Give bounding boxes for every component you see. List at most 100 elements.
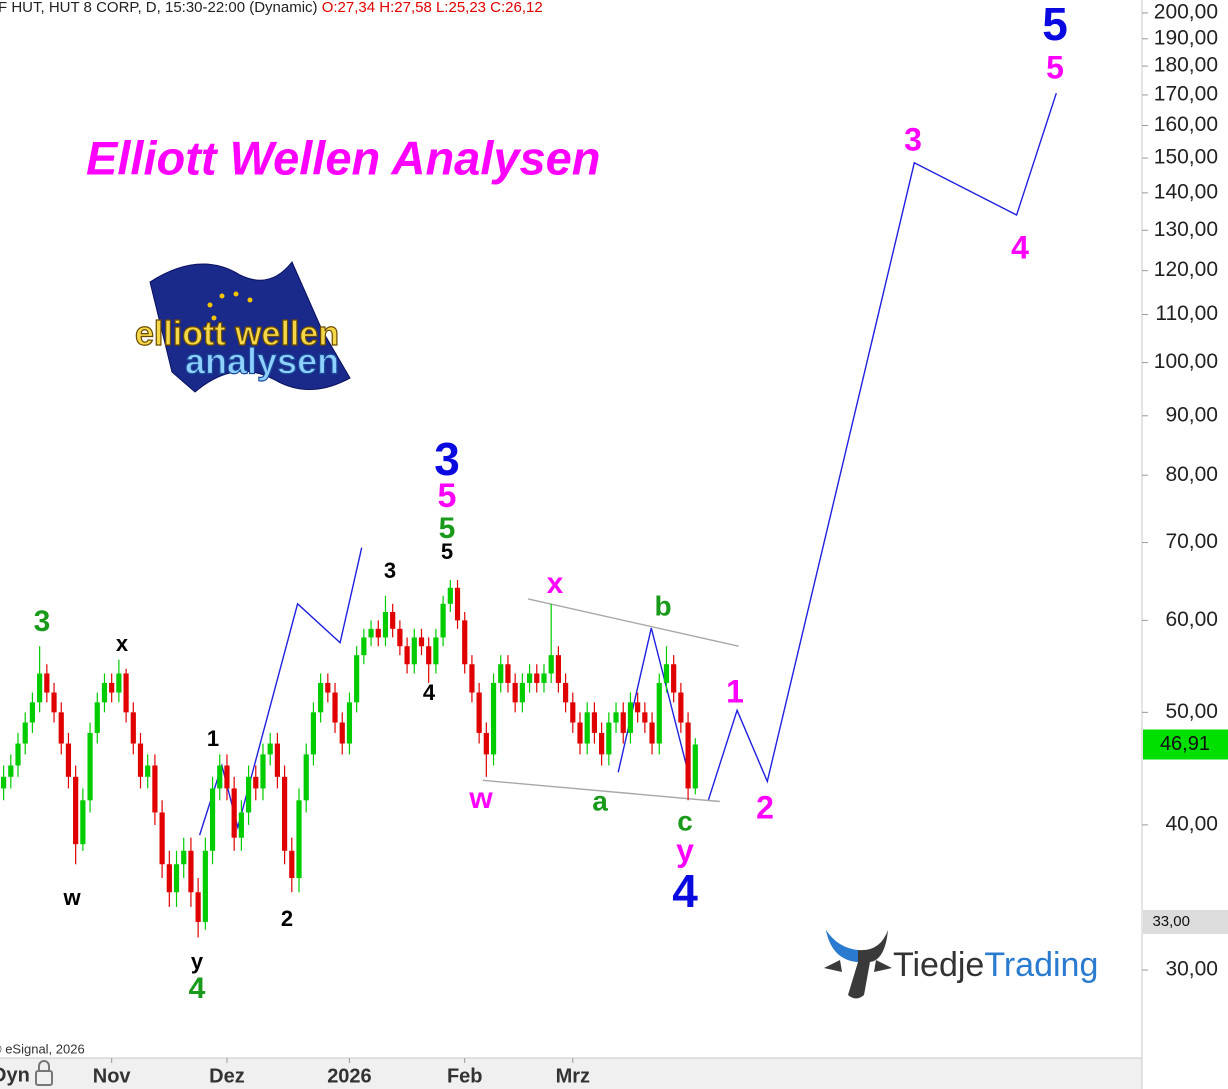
candle-body bbox=[159, 812, 165, 865]
wave-label: 1 bbox=[726, 673, 744, 709]
wave-label: 3 bbox=[904, 121, 922, 157]
candle-body bbox=[281, 776, 288, 851]
logo-tiedje: Tiedje bbox=[893, 946, 984, 984]
candle-body bbox=[397, 628, 403, 647]
price-axis: 200,00190,00180,00170,00160,00150,00140,… bbox=[93, 0, 1228, 1087]
candle-body bbox=[483, 732, 489, 755]
candle-body bbox=[591, 712, 598, 733]
candle-body bbox=[678, 692, 684, 723]
candle-body bbox=[663, 664, 670, 683]
candle-body bbox=[209, 788, 216, 851]
wave-label: 4 bbox=[189, 972, 206, 1005]
wave-label: a bbox=[592, 785, 608, 816]
last-price-box bbox=[1143, 729, 1228, 760]
candle-body bbox=[635, 702, 641, 713]
wave-label: 4 bbox=[423, 680, 436, 705]
candle-body bbox=[217, 765, 223, 789]
candle-body bbox=[145, 765, 151, 777]
candle-body bbox=[238, 812, 244, 838]
y-tick-label: 40,00 bbox=[1165, 812, 1218, 835]
candle-body bbox=[685, 722, 691, 789]
candle-body bbox=[346, 702, 353, 744]
candle-body bbox=[44, 673, 50, 693]
logo-text-1: elliott wellen bbox=[135, 315, 339, 353]
wave-label: 4 bbox=[672, 865, 698, 917]
header-ohlc: O:27,34 H:27,58 L:25,23 C:26,12 bbox=[322, 0, 543, 16]
candle-body bbox=[224, 765, 230, 789]
wave-label: 2 bbox=[756, 789, 774, 825]
candle-body bbox=[368, 628, 374, 638]
candle-body bbox=[548, 655, 554, 674]
candle-body bbox=[260, 754, 266, 789]
candle-body bbox=[289, 850, 295, 879]
wave-label: w bbox=[62, 885, 81, 910]
logo-trading: Trading bbox=[984, 946, 1098, 984]
last-price-label: 46,91 bbox=[1160, 733, 1210, 755]
candle-body bbox=[22, 722, 28, 744]
candle-body bbox=[555, 655, 561, 683]
y-tick-label: 200,00 bbox=[1154, 0, 1218, 23]
wave-label: y bbox=[191, 949, 204, 974]
candle-body bbox=[505, 664, 511, 683]
header: F HUT, HUT 8 CORP, D, 15:30-22:00 (Dynam… bbox=[0, 0, 543, 16]
wave-line bbox=[707, 92, 1057, 801]
copyright: © eSignal, 2026 bbox=[0, 1041, 85, 1056]
candle-body bbox=[656, 682, 662, 744]
candle-body bbox=[245, 776, 252, 813]
candle-body bbox=[332, 692, 338, 723]
candle-body bbox=[512, 682, 518, 703]
candle-body bbox=[65, 743, 72, 777]
candle-body bbox=[411, 637, 417, 665]
candle-body bbox=[361, 637, 367, 656]
candle-body bbox=[253, 776, 259, 789]
candle-body bbox=[123, 673, 129, 713]
candle-body bbox=[426, 646, 432, 665]
logo-text-2: analysen bbox=[185, 341, 339, 382]
candle-body bbox=[1, 776, 7, 789]
candle-body bbox=[51, 692, 57, 713]
candle-body bbox=[109, 682, 115, 693]
candle-body bbox=[627, 702, 634, 733]
candle-body bbox=[447, 587, 453, 604]
candle-body bbox=[671, 664, 677, 693]
y-tick-label: 30,00 bbox=[1165, 958, 1218, 981]
candle-body bbox=[642, 712, 648, 723]
x-tick-label: Dez bbox=[209, 1065, 245, 1087]
logo-ears bbox=[824, 960, 892, 972]
logo-bull bbox=[826, 930, 888, 999]
y-tick-label: 150,00 bbox=[1154, 146, 1218, 169]
wave-label: b bbox=[654, 590, 671, 621]
wave-label: w bbox=[468, 782, 493, 815]
candle-body bbox=[498, 664, 504, 683]
candle-body bbox=[526, 673, 533, 683]
candle-body bbox=[613, 712, 619, 723]
wave-line bbox=[527, 598, 739, 647]
y-tick-label: 190,00 bbox=[1154, 26, 1218, 49]
plot-area bbox=[1, 92, 1057, 938]
candle-body bbox=[80, 800, 86, 845]
candle-body bbox=[73, 776, 79, 845]
wave-label: c bbox=[677, 805, 693, 836]
y-tick-label: 50,00 bbox=[1165, 700, 1218, 723]
candle-body bbox=[339, 722, 345, 744]
price-marker-box bbox=[1143, 909, 1228, 934]
candle-body bbox=[418, 637, 425, 647]
candle-body bbox=[181, 850, 187, 865]
candle-body bbox=[202, 850, 208, 922]
y-tick-label: 70,00 bbox=[1165, 530, 1218, 553]
wave-label: 3 bbox=[34, 605, 51, 638]
candle-body bbox=[195, 892, 201, 922]
candle-body bbox=[649, 722, 655, 744]
y-tick-label: 130,00 bbox=[1154, 218, 1218, 241]
wave-label: 2 bbox=[281, 906, 293, 931]
logo-stars bbox=[207, 291, 253, 321]
y-tick-label: 100,00 bbox=[1154, 350, 1218, 373]
candle-body bbox=[541, 673, 547, 683]
candle-body bbox=[296, 800, 302, 879]
x-tick-label: Mrz bbox=[556, 1065, 590, 1087]
wave-label: 5 bbox=[1046, 49, 1064, 85]
candle-body bbox=[303, 754, 309, 801]
candle-body bbox=[440, 603, 446, 638]
candle-body bbox=[29, 702, 36, 723]
